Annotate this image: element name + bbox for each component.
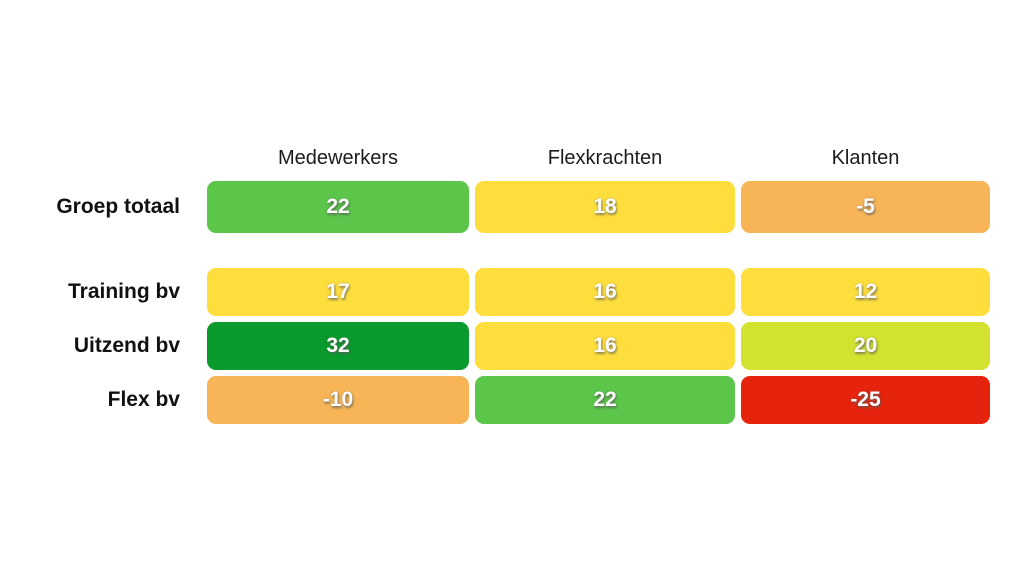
row-label-flex-bv: Flex bv xyxy=(107,388,180,411)
cell-groep-totaal-flexkrachten: 18 xyxy=(475,181,735,233)
table-row: Flex bv -10 22 -25 xyxy=(0,376,990,424)
table-row: Uitzend bv 32 16 20 xyxy=(0,322,990,370)
row-label-uitzend-bv: Uitzend bv xyxy=(73,334,180,357)
cell-uitzend-bv-medewerkers: 32 xyxy=(207,322,469,370)
cell-uitzend-bv-klanten: 20 xyxy=(741,322,990,370)
cell-flex-bv-medewerkers: -10 xyxy=(207,376,469,424)
cell-training-bv-flexkrachten: 16 xyxy=(475,268,735,316)
table-row: Training bv 17 16 12 xyxy=(0,268,990,316)
column-header-row: Medewerkers Flexkrachten Klanten xyxy=(207,143,990,173)
cell-groep-totaal-medewerkers: 22 xyxy=(207,181,469,233)
column-header-klanten: Klanten xyxy=(831,146,900,169)
cell-uitzend-bv-flexkrachten: 16 xyxy=(475,322,735,370)
column-header-medewerkers: Medewerkers xyxy=(277,146,399,169)
table-row: Groep totaal 22 18 -5 xyxy=(0,181,990,233)
row-label-groep-totaal: Groep totaal xyxy=(56,195,180,218)
cell-training-bv-klanten: 12 xyxy=(741,268,990,316)
row-label-training-bv: Training bv xyxy=(67,280,180,303)
cell-training-bv-medewerkers: 17 xyxy=(207,268,469,316)
cell-flex-bv-klanten: -25 xyxy=(741,376,990,424)
column-header-flexkrachten: Flexkrachten xyxy=(547,146,663,169)
cell-groep-totaal-klanten: -5 xyxy=(741,181,990,233)
cell-flex-bv-flexkrachten: 22 xyxy=(475,376,735,424)
